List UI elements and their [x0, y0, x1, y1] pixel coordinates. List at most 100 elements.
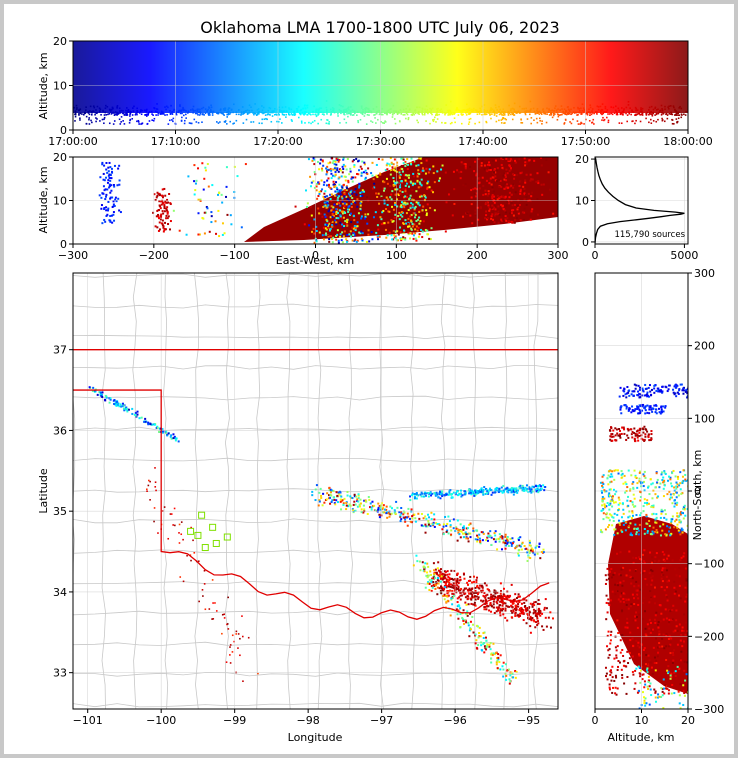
- panel-b-source: [481, 159, 484, 162]
- panel-a-source: [383, 122, 386, 125]
- panel-b-source: [383, 202, 386, 205]
- panel-b-source: [462, 215, 465, 218]
- panel-a-source: [129, 113, 131, 116]
- panel-n-source: [636, 407, 639, 410]
- panel-a-source: [198, 110, 201, 113]
- panel-a-source: [593, 123, 595, 125]
- panel-a-source: [78, 114, 80, 116]
- panel-a-source: [529, 100, 532, 103]
- panel-b-source: [102, 178, 105, 181]
- panel-b-source: [161, 188, 164, 191]
- panel-b-source: [103, 208, 106, 211]
- panel-n-source: [646, 430, 649, 433]
- panel-b-source: [492, 218, 495, 221]
- panel-b-source: [398, 175, 401, 178]
- panel-n-source: [657, 390, 660, 393]
- panel-b-source: [484, 217, 487, 220]
- panel-b-source: [221, 222, 224, 225]
- panel-m-source: [465, 537, 468, 540]
- panel-a-source: [119, 123, 122, 125]
- panel-a-source: [559, 114, 562, 116]
- county-line: [224, 273, 230, 709]
- panel-m-source: [223, 617, 226, 619]
- panel-m-source: [507, 491, 510, 494]
- panel-a-source: [495, 120, 498, 123]
- panel-a-source: [312, 113, 314, 116]
- panel-b-source: [488, 168, 491, 171]
- panel-n-source: [650, 408, 653, 411]
- panel-b-source: [313, 241, 316, 244]
- panel-m-source: [356, 499, 359, 502]
- panel-b-y-tick-label: 20: [53, 151, 67, 164]
- panel-m-source: [480, 589, 483, 592]
- panel-b-source: [326, 165, 329, 168]
- panel-a-source: [630, 113, 632, 116]
- panel-b-source: [217, 209, 220, 212]
- panel-m-source: [460, 530, 463, 533]
- panel-m-source: [503, 490, 506, 493]
- panel-b-source: [530, 210, 533, 213]
- panel-a-source: [312, 110, 314, 113]
- panel-b-source: [367, 167, 370, 170]
- panel-m-source: [318, 499, 321, 502]
- panel-m-source: [486, 536, 489, 539]
- panel-m-source: [452, 527, 455, 530]
- panel-a-source: [325, 122, 328, 125]
- panel-m-source: [503, 488, 506, 491]
- panel-m-source: [484, 598, 487, 601]
- panel-b-source: [425, 214, 428, 217]
- panel-m-source: [341, 499, 344, 502]
- panel-a-source: [105, 114, 107, 116]
- panel-n-source: [609, 481, 612, 484]
- panel-n-source: [631, 510, 634, 513]
- panel-m-source: [495, 600, 498, 603]
- panel-b-source: [338, 195, 341, 198]
- panel-a-source: [139, 110, 142, 113]
- panel-b-source: [161, 210, 164, 213]
- panel-b-source: [510, 212, 513, 215]
- panel-a-source: [498, 119, 500, 122]
- panel-m-source: [496, 602, 499, 605]
- panel-b-source: [504, 218, 507, 221]
- panel-m-source: [104, 394, 107, 397]
- panel-b-source: [496, 209, 499, 212]
- panel-b-source: [160, 194, 163, 197]
- panel-b-source: [229, 214, 232, 217]
- panel-a-source: [539, 112, 542, 114]
- panel-m-source: [470, 598, 473, 601]
- panel-m-source: [379, 508, 382, 511]
- panel-a-source: [581, 103, 584, 106]
- panel-a-source: [198, 111, 200, 114]
- panel-m-source: [498, 537, 501, 540]
- panel-a-source: [657, 108, 659, 111]
- panel-m-source: [424, 515, 427, 518]
- panel-m-source: [161, 430, 164, 433]
- panel-n-source: [619, 408, 622, 411]
- panel-a-source: [448, 109, 450, 112]
- panel-b-source: [401, 190, 404, 193]
- panel-a-source: [122, 112, 124, 115]
- panel-m-source: [360, 508, 363, 511]
- panel-m-source: [456, 601, 459, 604]
- panel-m-source: [538, 603, 541, 606]
- panel-a-source: [516, 111, 519, 114]
- panel-b-source: [367, 233, 370, 236]
- panel-a-source: [146, 122, 149, 125]
- panel-a-source: [542, 109, 544, 111]
- panel-n-source: [648, 408, 651, 411]
- panel-a-source: [447, 114, 449, 116]
- panel-b-source: [486, 218, 489, 221]
- panel-a-source: [454, 121, 456, 124]
- panel-m-source: [452, 578, 455, 581]
- panel-b-source: [384, 228, 387, 231]
- panel-m-source: [458, 579, 461, 582]
- panel-b-source: [111, 205, 114, 208]
- panel-b-source: [537, 182, 540, 185]
- panel-a-source: [211, 114, 214, 116]
- panel-m-source: [485, 648, 488, 651]
- panel-b-source: [406, 196, 409, 199]
- panel-b-source: [353, 234, 356, 237]
- panel-a-source: [576, 120, 579, 122]
- panel-m-source: [500, 490, 503, 493]
- panel-b-source: [482, 184, 485, 187]
